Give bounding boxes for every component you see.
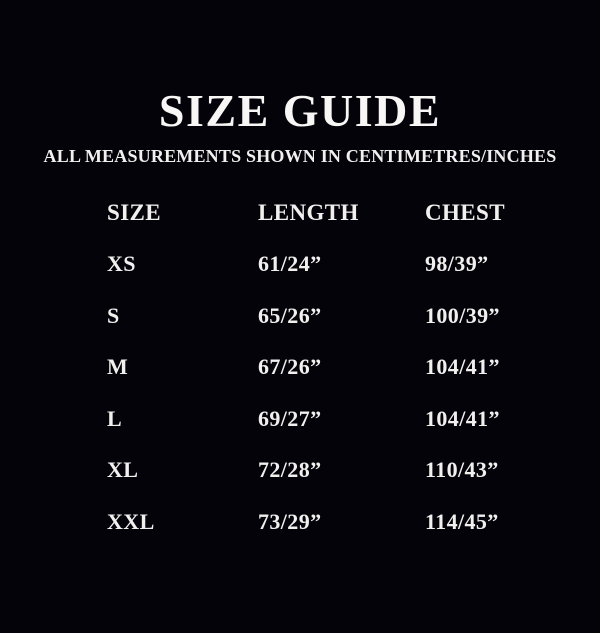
table-row: M 67/26” 104/41” [107,342,550,394]
page-title: SIZE GUIDE [158,85,442,136]
chest-cell: 100/39” [425,302,500,328]
table-header-row: SIZE LENGTH CHEST [107,187,550,239]
size-cell: L [107,405,123,431]
length-cell: 73/29” [258,508,322,534]
size-table: SIZE LENGTH CHEST XS 61/24” 98/39” S 65/… [0,187,600,548]
page-subtitle: ALL MEASUREMENTS SHOWN IN CENTIMETRES/IN… [43,146,557,166]
chest-cell: 98/39” [425,251,489,277]
chest-cell: 104/41” [425,405,500,431]
chest-cell: 110/43” [425,457,499,483]
chest-cell: 114/45” [425,508,499,534]
table-row: S 65/26” 100/39” [107,290,550,342]
length-cell: 65/26” [258,302,322,328]
table-row: XXL 73/29” 114/45” [107,496,550,548]
column-header-chest: CHEST [425,200,505,226]
length-cell: 61/24” [258,251,322,277]
chest-cell: 104/41” [425,354,500,380]
size-cell: S [107,302,120,328]
table-row: XL 72/28” 110/43” [107,445,550,497]
column-header-length: LENGTH [258,200,359,226]
size-cell: XS [107,251,136,277]
size-cell: XXL [107,508,155,534]
table-body: XS 61/24” 98/39” S 65/26” 100/39” M 67/2… [107,239,550,548]
size-cell: M [107,354,129,380]
column-header-size: SIZE [107,200,162,226]
table-row: L 69/27” 104/41” [107,393,550,445]
length-cell: 67/26” [258,354,322,380]
table-row: XS 61/24” 98/39” [107,239,550,291]
length-cell: 72/28” [258,457,322,483]
length-cell: 69/27” [258,405,322,431]
size-cell: XL [107,457,139,483]
